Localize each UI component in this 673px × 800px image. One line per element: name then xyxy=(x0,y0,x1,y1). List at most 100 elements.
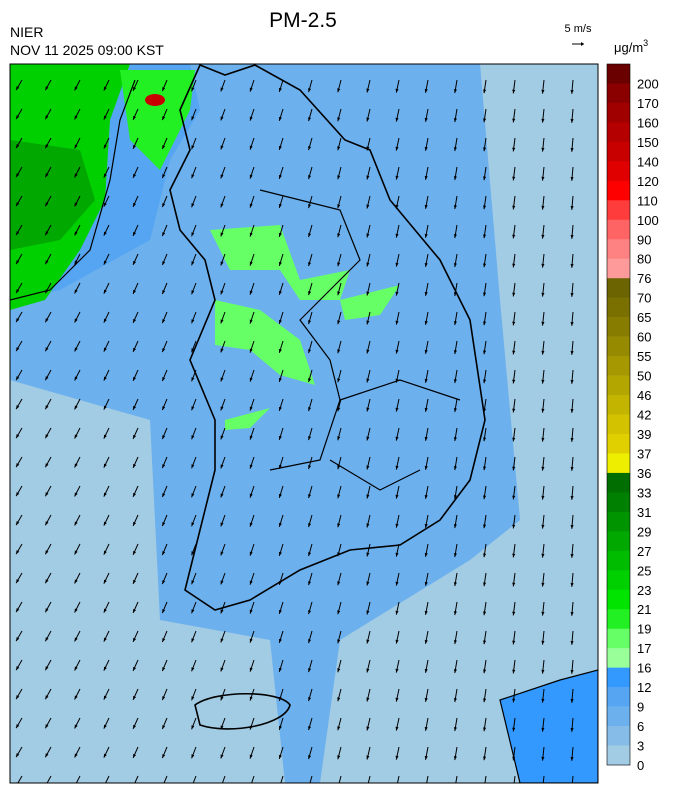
concentration-area xyxy=(340,285,400,320)
wind-arrowhead xyxy=(453,582,457,587)
wind-arrowhead xyxy=(220,696,224,701)
wind-arrowhead xyxy=(45,753,49,758)
colorbar-label: 100 xyxy=(637,213,659,228)
wind-arrowhead xyxy=(278,116,282,121)
wind-arrowhead xyxy=(191,232,195,237)
wind-arrowhead xyxy=(424,407,428,412)
colorbar-label: 17 xyxy=(637,641,651,656)
wind-arrowhead xyxy=(366,668,370,673)
wind-arrowhead xyxy=(424,726,428,731)
wind-arrowhead xyxy=(45,724,49,729)
wind-arrowhead xyxy=(512,176,516,181)
wind-arrowhead xyxy=(191,638,195,643)
wind-arrowhead xyxy=(45,376,49,381)
colorbar-frame xyxy=(606,63,631,766)
wind-arrowhead xyxy=(541,321,545,326)
wind-arrowhead xyxy=(512,727,516,732)
wind-arrowhead xyxy=(133,347,137,352)
wind-arrowhead xyxy=(162,783,165,787)
wind-arrowhead xyxy=(395,378,399,383)
wind-arrowhead xyxy=(103,231,107,236)
wind-arrowhead xyxy=(16,376,20,381)
wind-arrowhead xyxy=(337,494,341,499)
wind-arrowhead xyxy=(191,116,195,121)
wind-arrowhead xyxy=(162,754,166,759)
wind-arrowhead xyxy=(395,668,399,673)
wind-arrowhead xyxy=(191,609,195,614)
wind-arrowhead xyxy=(249,580,253,585)
wind-arrowhead xyxy=(395,697,399,702)
wind-arrowhead xyxy=(220,638,224,643)
wind-arrowhead xyxy=(424,581,428,586)
wind-arrowhead xyxy=(103,695,107,700)
wind-arrowhead xyxy=(453,234,457,239)
wind-arrowhead xyxy=(308,581,312,586)
wind-arrowhead xyxy=(308,407,312,412)
wind-arrowhead xyxy=(395,204,399,209)
wind-arrowhead xyxy=(162,348,166,353)
wind-arrowhead xyxy=(74,347,78,352)
wind-arrowhead xyxy=(570,148,574,152)
wind-arrowhead xyxy=(541,147,545,152)
coastline xyxy=(499,669,598,783)
wind-arrowhead xyxy=(16,231,20,236)
wind-arrowhead xyxy=(366,262,370,267)
wind-arrowhead xyxy=(220,232,224,237)
colorbar-label: 0 xyxy=(637,758,644,773)
wind-arrowhead xyxy=(249,174,253,179)
wind-arrowhead xyxy=(162,319,166,324)
wind-arrowhead xyxy=(133,637,137,642)
source: NIER xyxy=(10,24,43,40)
wind-arrowhead xyxy=(570,554,574,558)
wind-arrowhead xyxy=(16,289,20,294)
wind-arrowhead xyxy=(16,434,20,439)
colorbar-segment xyxy=(607,83,630,104)
colorbar-label: 46 xyxy=(637,388,651,403)
wind-arrowhead xyxy=(74,289,78,294)
wind-arrowhead xyxy=(570,612,574,616)
wind-arrowhead xyxy=(278,319,282,324)
wind-arrowhead xyxy=(133,260,137,265)
wind-arrowhead xyxy=(570,525,574,529)
wind-arrowhead xyxy=(570,264,574,268)
colorbar-segment xyxy=(607,336,630,357)
wind-arrowhead xyxy=(541,379,545,384)
wind-arrowhead xyxy=(191,377,195,382)
wind-arrowhead xyxy=(249,725,253,730)
wind-arrowhead xyxy=(366,320,370,325)
colorbar-segment xyxy=(607,492,630,513)
wind-arrowhead xyxy=(45,289,49,294)
wind-arrowhead xyxy=(424,291,428,296)
wind-arrowhead xyxy=(16,695,20,700)
wind-arrowhead xyxy=(308,146,312,151)
wind-arrowhead xyxy=(308,117,312,122)
wind-arrowhead xyxy=(337,262,341,267)
wind-arrowhead xyxy=(570,496,574,500)
wind-arrowhead xyxy=(249,464,253,469)
wind-arrowhead xyxy=(453,756,457,761)
wind-arrowhead xyxy=(162,116,166,121)
wind-arrow xyxy=(309,775,313,783)
wind-arrowhead xyxy=(191,493,195,498)
wind-arrowhead xyxy=(162,522,166,527)
wind-arrowhead xyxy=(220,580,224,585)
wind-arrowhead xyxy=(541,350,545,355)
wind-arrowhead xyxy=(133,608,137,613)
colorbar-segment xyxy=(607,648,630,668)
wind-arrowhead xyxy=(74,637,78,642)
wind-arrowhead xyxy=(103,347,107,352)
wind-arrowhead xyxy=(483,234,487,239)
wind-arrowhead xyxy=(366,349,370,354)
wind-arrowhead xyxy=(337,117,341,122)
colorbar-label: 25 xyxy=(637,563,651,578)
wind-arrowhead xyxy=(337,784,340,788)
wind-arrowhead xyxy=(308,88,312,93)
wind-arrowhead xyxy=(570,177,574,181)
wind-arrowhead xyxy=(162,232,166,237)
wind-arrowhead xyxy=(103,724,107,729)
wind-arrowhead xyxy=(162,609,166,614)
colorbar-segment xyxy=(607,64,630,84)
wind-arrowhead xyxy=(425,785,428,789)
wind-arrowhead xyxy=(191,754,195,759)
